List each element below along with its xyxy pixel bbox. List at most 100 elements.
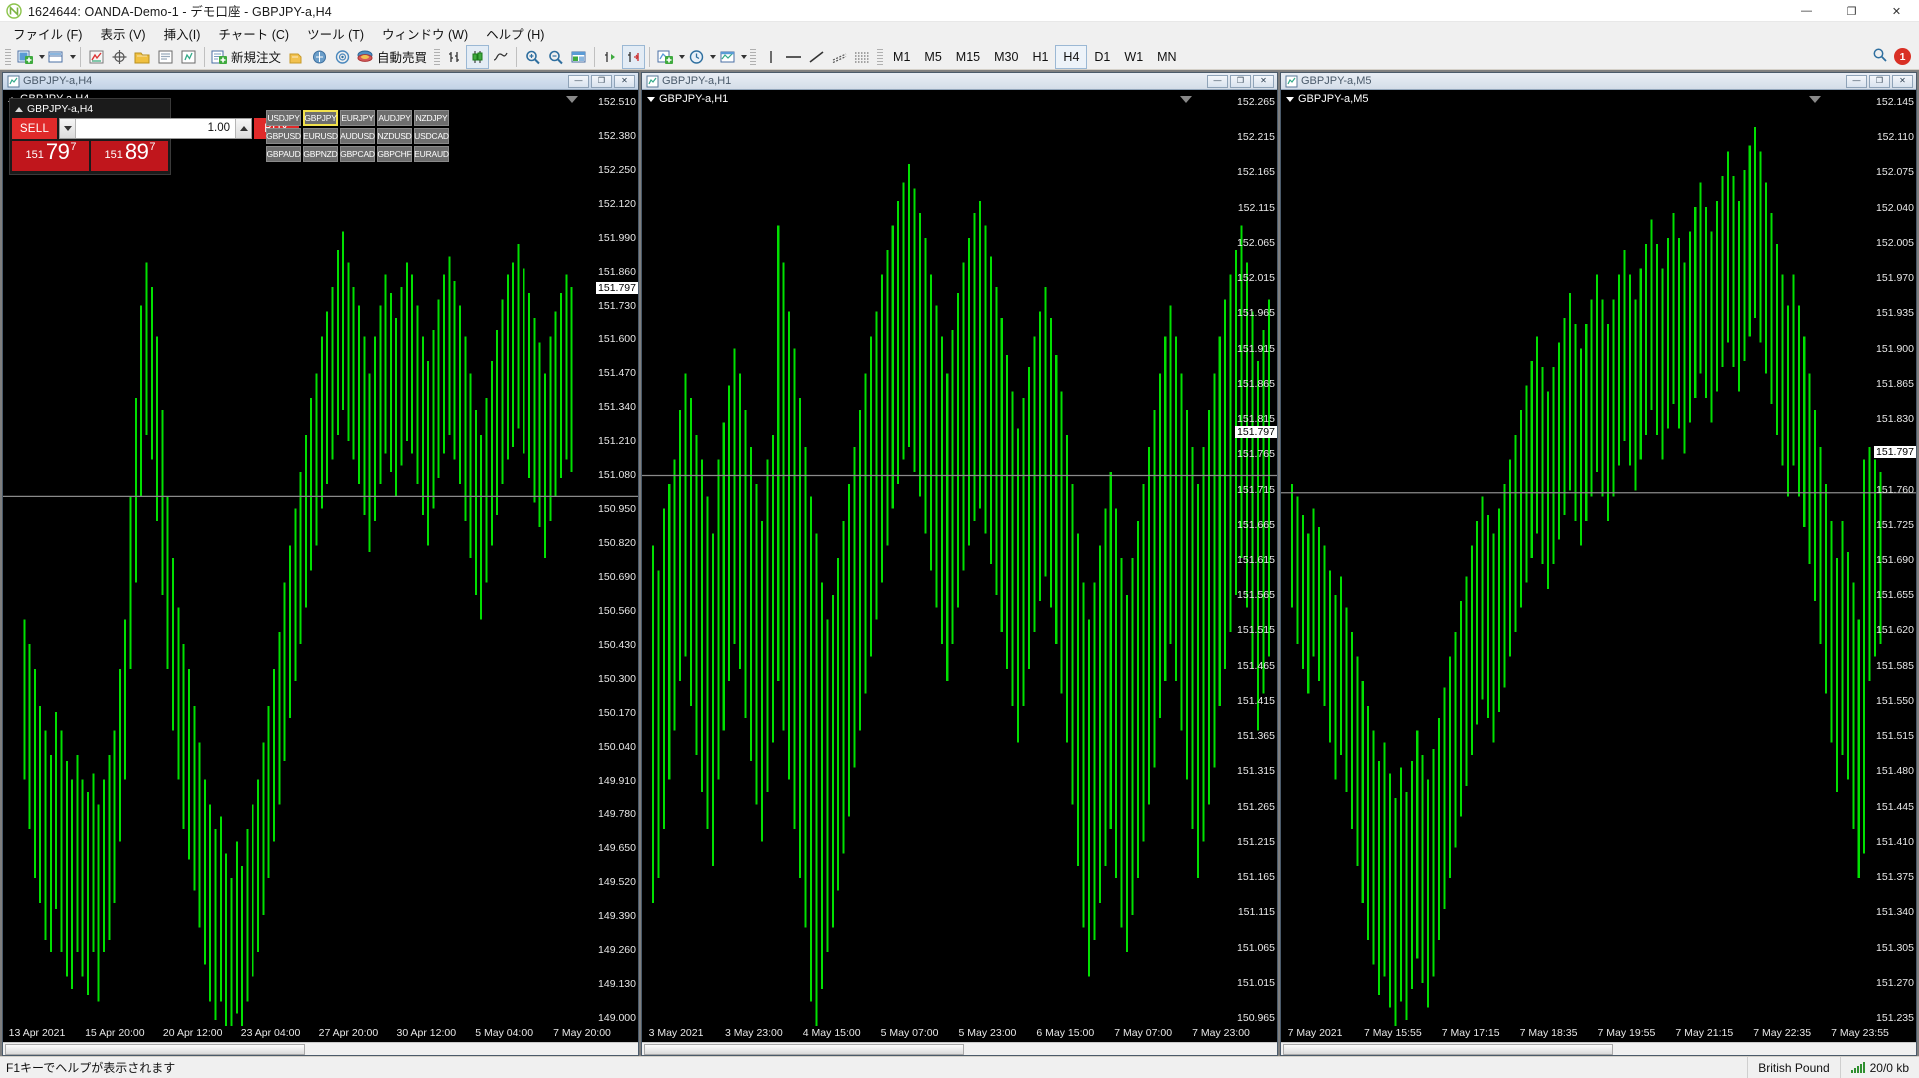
menu-window[interactable]: ウィンドウ (W) bbox=[382, 27, 469, 42]
cursor-icon[interactable] bbox=[759, 45, 782, 69]
hscroll-thumb-h1[interactable] bbox=[644, 1044, 964, 1055]
strategy-tester-icon[interactable] bbox=[177, 45, 200, 69]
period-dropdown-icon[interactable] bbox=[710, 54, 717, 59]
market-watch-icon[interactable] bbox=[85, 45, 108, 69]
chart-titlebar-h1[interactable]: GBPJPY-a,H1 — ❐ ✕ bbox=[642, 73, 1277, 90]
chart-hscrollbar-h4[interactable] bbox=[3, 1042, 638, 1055]
bar-chart-icon[interactable] bbox=[443, 45, 466, 69]
profiles-dropdown-icon[interactable] bbox=[70, 54, 76, 59]
new-chart-icon[interactable] bbox=[14, 45, 37, 69]
data-window-icon[interactable] bbox=[567, 45, 590, 69]
symbol-audjpy[interactable]: AUDJPY bbox=[377, 110, 412, 126]
mql5-community-icon[interactable] bbox=[308, 45, 331, 69]
volume-increment-button[interactable] bbox=[235, 119, 251, 138]
symbol-gbpchf[interactable]: GBPCHF bbox=[377, 146, 412, 162]
templates-dropdown-icon[interactable] bbox=[741, 54, 748, 59]
timeframe-m1[interactable]: M1 bbox=[893, 49, 911, 64]
menu-view[interactable]: 表示 (V) bbox=[100, 27, 146, 42]
timeframe-d1[interactable]: D1 bbox=[1094, 49, 1111, 64]
symbol-euraud[interactable]: EURAUD bbox=[414, 146, 449, 162]
close-button[interactable]: ✕ bbox=[1891, 5, 1902, 18]
chart-maximize-m5[interactable]: ❐ bbox=[1869, 74, 1890, 88]
hscroll-thumb-h4[interactable] bbox=[5, 1044, 305, 1055]
templates-icon[interactable] bbox=[716, 45, 739, 69]
chart-body-h4[interactable]: GBPJPY-a,H4 GBPJPY-a,H4 SELL bbox=[3, 90, 638, 1026]
chart-hscrollbar-h1[interactable] bbox=[642, 1042, 1277, 1055]
period-clock-icon[interactable] bbox=[685, 45, 708, 69]
toolbar-grip[interactable] bbox=[5, 46, 11, 67]
navigator-icon[interactable] bbox=[131, 45, 154, 69]
timeframe-h4[interactable]: H4 bbox=[1055, 44, 1088, 69]
symbol-gbpaud[interactable]: GBPAUD bbox=[266, 146, 301, 162]
menu-help[interactable]: ヘルプ (H) bbox=[486, 27, 545, 42]
timeframe-h1[interactable]: H1 bbox=[1032, 49, 1049, 64]
chart-window-h1[interactable]: GBPJPY-a,H1 — ❐ ✕ GBPJPY-a,H1 bbox=[641, 72, 1278, 1056]
symbol-usdcad[interactable]: USDCAD bbox=[414, 128, 449, 144]
symbol-eurjpy[interactable]: EURJPY bbox=[340, 110, 375, 126]
toolbar-grip-2[interactable] bbox=[434, 46, 441, 67]
terminal-icon[interactable] bbox=[154, 45, 177, 69]
candlestick-chart-icon[interactable] bbox=[466, 44, 490, 69]
chart-body-m5[interactable]: GBPJPY-a,M5 152.145 152.110 152.075 152.040… bbox=[1281, 90, 1916, 1026]
chart-close-h4[interactable]: ✕ bbox=[614, 74, 635, 88]
zoom-out-icon[interactable] bbox=[544, 45, 567, 69]
line-chart-icon[interactable] bbox=[489, 45, 512, 69]
menu-file[interactable]: ファイル (F) bbox=[13, 27, 83, 42]
chart-titlebar-h4[interactable]: GBPJPY-a,H4 — ❐ ✕ bbox=[3, 73, 638, 90]
hscroll-thumb-m5[interactable] bbox=[1283, 1044, 1613, 1055]
trendline-icon[interactable] bbox=[805, 45, 828, 69]
symbol-nzdusd[interactable]: NZDUSD bbox=[377, 128, 412, 144]
time-scale-m5[interactable]: 7 May 2021 7 May 15:55 7 May 17:15 7 May 18… bbox=[1281, 1026, 1916, 1042]
menu-chart[interactable]: チャート (C) bbox=[218, 27, 290, 42]
chart-dropdown-arrow-h4[interactable] bbox=[566, 96, 578, 103]
chart-body-h1[interactable]: GBPJPY-a,H1 152.265 152.215 152.165 152.115… bbox=[642, 90, 1277, 1026]
crosshair-icon[interactable] bbox=[108, 45, 131, 69]
symbol-eurusd[interactable]: EURUSD bbox=[303, 128, 338, 144]
profiles-icon[interactable] bbox=[45, 45, 68, 69]
maximize-button[interactable]: ❐ bbox=[1846, 5, 1857, 18]
symbol-audusd[interactable]: AUDUSD bbox=[340, 128, 375, 144]
symbol-gbpjpy[interactable]: GBPJPY bbox=[303, 110, 338, 126]
chart-close-h1[interactable]: ✕ bbox=[1253, 74, 1274, 88]
new-order-button[interactable]: 新規注文 bbox=[209, 45, 285, 69]
symbol-gbpcad[interactable]: GBPCAD bbox=[340, 146, 375, 162]
fibonacci-icon[interactable] bbox=[851, 45, 874, 69]
chart-shift-icon[interactable] bbox=[622, 44, 646, 69]
ask-price-cell[interactable]: 151 89 7 bbox=[91, 141, 168, 171]
volume-decrement-button[interactable] bbox=[60, 119, 76, 138]
timeframe-mn[interactable]: MN bbox=[1157, 49, 1177, 64]
chart-hscrollbar-m5[interactable] bbox=[1281, 1042, 1916, 1055]
symbol-usdjpy[interactable]: USDJPY bbox=[266, 110, 301, 126]
volume-input[interactable] bbox=[76, 119, 235, 138]
equidistant-channel-icon[interactable] bbox=[828, 45, 851, 69]
symbol-nzdjpy[interactable]: NZDJPY bbox=[414, 110, 449, 126]
chart-maximize-h4[interactable]: ❐ bbox=[591, 74, 612, 88]
chart-minimize-h4[interactable]: — bbox=[568, 74, 589, 88]
signals-icon[interactable] bbox=[331, 45, 354, 69]
indicators-icon[interactable] bbox=[654, 45, 677, 69]
zoom-in-icon[interactable] bbox=[521, 45, 544, 69]
toolbar-grip-4[interactable] bbox=[877, 46, 884, 67]
chart-dropdown-arrow-m5[interactable] bbox=[1809, 96, 1821, 103]
chart-dropdown-arrow-h1[interactable] bbox=[1180, 96, 1192, 103]
bid-price-cell[interactable]: 151 79 7 bbox=[12, 141, 89, 171]
toolbar-grip-3[interactable] bbox=[750, 46, 757, 67]
timeframe-m15[interactable]: M15 bbox=[955, 49, 981, 64]
chart-minimize-h1[interactable]: — bbox=[1207, 74, 1228, 88]
search-icon[interactable] bbox=[1872, 47, 1888, 66]
chart-window-h4[interactable]: GBPJPY-a,H4 — ❐ ✕ GBPJPY-a,H4 bbox=[2, 72, 639, 1056]
notification-badge[interactable]: 1 bbox=[1894, 48, 1911, 65]
timeframe-m5[interactable]: M5 bbox=[924, 49, 942, 64]
chart-titlebar-m5[interactable]: GBPJPY-a,M5 — ❐ ✕ bbox=[1281, 73, 1916, 90]
minimize-button[interactable]: — bbox=[1801, 5, 1812, 17]
one-click-trading-panel[interactable]: GBPJPY-a,H4 SELL BUY bbox=[9, 98, 299, 175]
sell-button[interactable]: SELL bbox=[12, 118, 57, 139]
volume-stepper[interactable] bbox=[59, 118, 252, 139]
collapse-icon[interactable] bbox=[15, 106, 23, 112]
time-scale-h4[interactable]: 13 Apr 2021 15 Apr 20:00 20 Apr 12:00 23 Ap… bbox=[3, 1026, 638, 1042]
menu-tools[interactable]: ツール (T) bbox=[307, 27, 365, 42]
chart-close-m5[interactable]: ✕ bbox=[1892, 74, 1913, 88]
new-chart-dropdown-icon[interactable] bbox=[39, 54, 45, 59]
horizontal-line-icon[interactable] bbox=[782, 45, 805, 69]
timeframe-m30[interactable]: M30 bbox=[994, 49, 1019, 64]
